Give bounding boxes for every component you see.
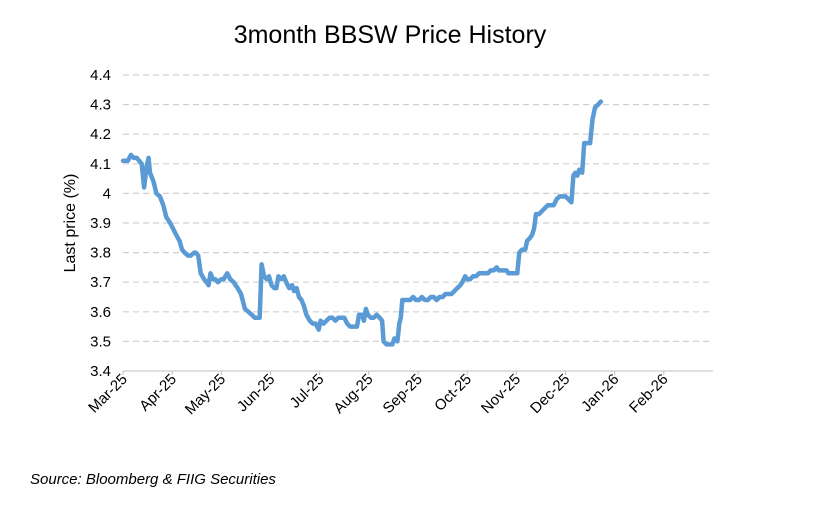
x-tick-label: Jun-25	[234, 371, 278, 415]
y-tick-label: 4.4	[90, 67, 111, 84]
y-tick-label: 4.3	[90, 97, 111, 114]
y-tick-label: 3.5	[90, 333, 111, 350]
x-tick-label: Feb-26	[626, 371, 672, 417]
x-tick-label: Dec-25	[527, 371, 573, 417]
chart-title: 3month BBSW Price History	[234, 21, 547, 49]
y-axis-label: Last price (%)	[62, 174, 79, 273]
series-line-bbsw	[120, 99, 604, 347]
x-tick-label: Sep-25	[380, 371, 426, 417]
x-tick-label: Nov-25	[478, 371, 524, 417]
y-tick-label: 4.1	[90, 156, 111, 173]
y-tick-label: 3.4	[90, 363, 111, 380]
x-tick-label: Oct-25	[431, 371, 475, 415]
y-tick-label: 3.9	[90, 215, 111, 232]
x-tick-label: Apr-25	[136, 371, 180, 415]
y-tick-label: 3.8	[90, 245, 111, 262]
x-tick-label: Aug-25	[330, 371, 376, 417]
y-axis-ticks: 3.4 3.5 3.6 3.7 3.8 3.9 4 4.1 4.2 4.3 4.4	[90, 67, 111, 380]
y-tick-label: 3.7	[90, 274, 111, 291]
y-tick-label: 3.6	[90, 304, 111, 321]
x-tick-label: Jan-26	[578, 371, 622, 415]
gridlines	[123, 74, 713, 342]
y-tick-label: 4.2	[90, 126, 111, 143]
y-tick-label: 4	[103, 185, 111, 202]
x-tick-label: May-25	[182, 371, 229, 418]
x-axis-ticks: Mar-25 Apr-25 May-25 Jun-25 Jul-25 Aug-25 Sep-…	[85, 371, 671, 418]
source-note: Source: Bloomberg & FIIG Securities	[30, 471, 276, 488]
x-tick-label: Jul-25	[287, 371, 328, 412]
